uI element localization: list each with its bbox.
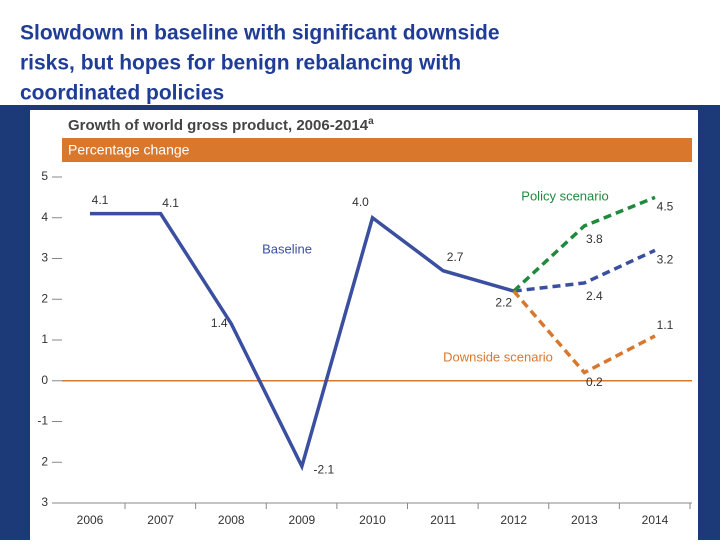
series-name: Downside scenario: [443, 349, 553, 364]
x-tick-label: 2008: [218, 513, 245, 527]
x-tick-label: 2007: [147, 513, 174, 527]
slide-title-line: risks, but hopes for benign rebalancing …: [20, 52, 461, 75]
x-tick-label: 2006: [77, 513, 104, 527]
slide-title-line: Slowdown in baseline with significant do…: [20, 22, 500, 45]
chart-title-text: Growth of world gross product, 2006-2014: [68, 117, 369, 134]
x-tick-label: 2009: [289, 513, 316, 527]
y-tick-label: 3: [41, 251, 48, 265]
y-tick-label: 2: [41, 454, 48, 468]
series-name: Policy scenario: [521, 188, 608, 203]
data-label: 0.2: [586, 375, 603, 389]
data-label: 3.8: [586, 232, 603, 246]
y-tick-label: -1: [37, 414, 48, 428]
x-tick-label: 2012: [500, 513, 527, 527]
data-label: 4.1: [162, 196, 179, 210]
chart-title-note: a: [368, 116, 374, 127]
y-tick-label: 0: [41, 373, 48, 387]
slide-title-line: coordinated policies: [20, 82, 224, 105]
data-label: 1.4: [211, 316, 228, 330]
series-line: [512, 289, 656, 375]
data-label: 2.4: [586, 289, 603, 303]
data-label: 3.2: [657, 253, 674, 267]
series-line: [90, 211, 515, 472]
series-line: [513, 248, 656, 293]
y-tick-label: 1: [41, 332, 48, 346]
y-tick-label: 5: [41, 169, 48, 183]
y-tick-label: 4: [41, 210, 48, 224]
x-tick-label: 2010: [359, 513, 386, 527]
data-label: -2.1: [314, 462, 335, 476]
data-label: 2.2: [495, 295, 512, 309]
subtitle-bar: [62, 138, 692, 162]
series-line: [512, 195, 656, 293]
data-label: 4.0: [352, 195, 369, 209]
data-label: 4.5: [657, 200, 674, 214]
chart-panel: [30, 110, 698, 540]
x-tick-label: 2014: [642, 513, 669, 527]
x-tick-label: 2011: [430, 513, 456, 527]
data-label: 4.1: [92, 193, 109, 207]
chart-title: Growth of world gross product, 2006-2014…: [68, 116, 374, 134]
x-tick-label: 2013: [571, 513, 598, 527]
chart-subtitle: Percentage change: [68, 142, 190, 158]
y-tick-label: 2: [41, 291, 48, 305]
y-tick-label: 3: [41, 495, 48, 509]
data-label: 2.7: [447, 250, 464, 264]
data-label: 1.1: [657, 318, 674, 332]
series-name: Baseline: [262, 241, 312, 256]
